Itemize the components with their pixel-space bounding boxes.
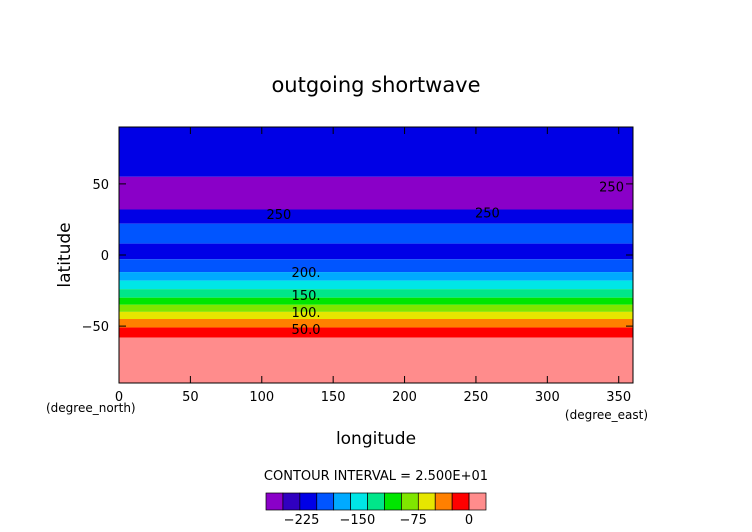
colorbar-swatch-12 <box>468 492 487 511</box>
contour-label-6: 250 <box>599 181 624 196</box>
colorbar-swatch-6 <box>367 492 385 511</box>
contour-interval-text: CONTOUR INTERVAL = 2.500E+01 <box>264 469 488 484</box>
colorbar-swatch-5 <box>350 492 368 511</box>
x-tick-label-6: 300 <box>535 390 560 405</box>
chart-title: outgoing shortwave <box>271 73 480 97</box>
colorbar-tick-label-1: −150 <box>340 513 376 528</box>
y-tick-label-1: 0 <box>101 249 109 264</box>
x-axis-ticks: 0 50 100 150 200 250 300 350 <box>115 127 631 405</box>
contour-band-14 <box>119 337 633 383</box>
colorbar-swatch-11 <box>451 492 470 511</box>
x-tick-label-1: 50 <box>182 390 199 405</box>
x-tick-label-5: 250 <box>464 390 489 405</box>
colorbar-swatch-0 <box>265 492 284 511</box>
contour-label-1: 150. <box>292 289 321 304</box>
contour-band-7 <box>119 280 633 290</box>
contour-band-5 <box>119 259 633 273</box>
x-tick-label-3: 150 <box>321 390 346 405</box>
colorbar-swatch-2 <box>299 492 318 511</box>
contour-band-11 <box>119 311 633 319</box>
contour-band-8 <box>119 289 633 298</box>
contour-band-13 <box>119 327 633 338</box>
contour-label-4: 250 <box>266 208 291 223</box>
y-units-label: (degree_north) <box>46 401 136 415</box>
y-tick-label-2: 50 <box>92 178 109 193</box>
colorbar-swatch-1 <box>282 492 301 511</box>
contour-band-10 <box>119 304 633 312</box>
contour-band-2 <box>119 209 633 224</box>
colorbar-tick-label-3: 0 <box>465 513 473 528</box>
contour-band-9 <box>119 297 633 305</box>
colorbar-swatch-4 <box>333 492 351 511</box>
colorbar-swatch-8 <box>401 492 419 511</box>
contour-band-3 <box>119 223 633 244</box>
colorbar-swatch-7 <box>384 492 402 511</box>
y-axis-label: latitude <box>55 222 75 287</box>
contour-band-6 <box>119 272 633 281</box>
y-tick-label-0: −50 <box>82 320 109 335</box>
x-axis-label: longitude <box>336 429 416 449</box>
plot-area <box>119 127 633 383</box>
colorbar-swatch-3 <box>316 492 335 511</box>
x-tick-label-4: 200 <box>392 390 417 405</box>
colorbar <box>265 492 487 511</box>
x-units-label: (degree_east) <box>565 408 648 422</box>
colorbar-swatch-10 <box>434 492 453 511</box>
x-tick-label-7: 350 <box>606 390 631 405</box>
contour-label-3: 50.0 <box>292 323 321 338</box>
y-axis-ticks: −50 0 50 <box>82 178 633 335</box>
x-tick-label-0: 0 <box>115 390 123 405</box>
contour-labels: 200. 150. 100. 50.0 250 250 250 <box>266 181 624 338</box>
contour-label-0: 200. <box>292 266 321 281</box>
x-tick-label-2: 100 <box>249 390 274 405</box>
contour-band-1 <box>119 176 633 210</box>
colorbar-tick-label-0: −225 <box>284 513 320 528</box>
colorbar-tick-label-2: −75 <box>400 513 427 528</box>
contour-band-0 <box>119 127 633 177</box>
contour-label-2: 100. <box>292 306 321 321</box>
contour-label-5: 250 <box>475 206 500 221</box>
contour-band-4 <box>119 243 633 260</box>
contour-band-12 <box>119 319 633 328</box>
colorbar-swatch-9 <box>417 492 436 511</box>
colorbar-ticks: −225 −150 −75 0 <box>284 513 474 528</box>
